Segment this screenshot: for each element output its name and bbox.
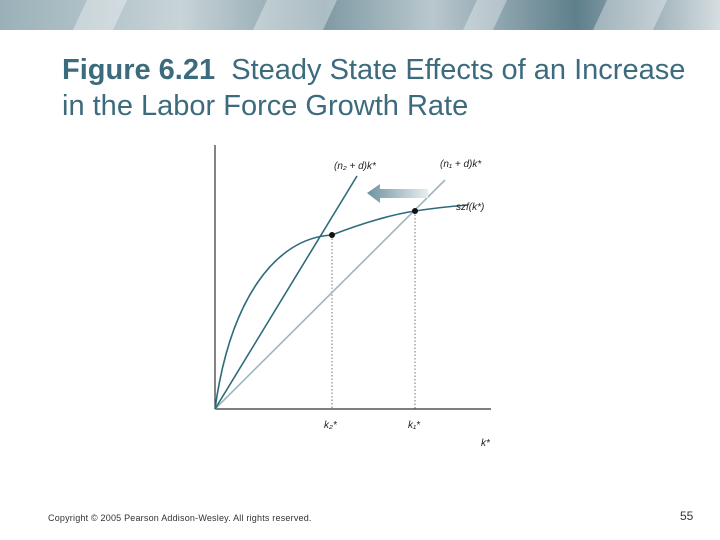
label-x-axis: k* [481,438,491,449]
label-line-n1: (n₁ + d)k* [440,159,482,170]
header-banner [0,0,720,30]
shift-arrow [367,184,428,203]
page-number: 55 [680,509,694,523]
label-k2: k₂* [324,420,338,431]
steady-state-point-k1 [412,208,418,214]
copyright-notice: Copyright © 2005 Pearson Addison-Wesley.… [48,513,312,523]
label-k1: k₁* [408,420,421,431]
line-n1-plus-d [214,179,446,410]
label-saving-curve: szf(k*) [456,202,484,213]
slide-title: Figure 6.21 Steady State Effects of an I… [62,52,702,124]
saving-curve [214,204,469,410]
label-line-n2: (n₂ + d)k* [334,161,377,172]
steady-state-point-k2 [329,232,335,238]
line-n2-plus-d [214,175,358,410]
figure-title: Steady State Effects of an Increase in t… [62,54,686,122]
figure-number: Figure 6.21 [62,54,216,86]
